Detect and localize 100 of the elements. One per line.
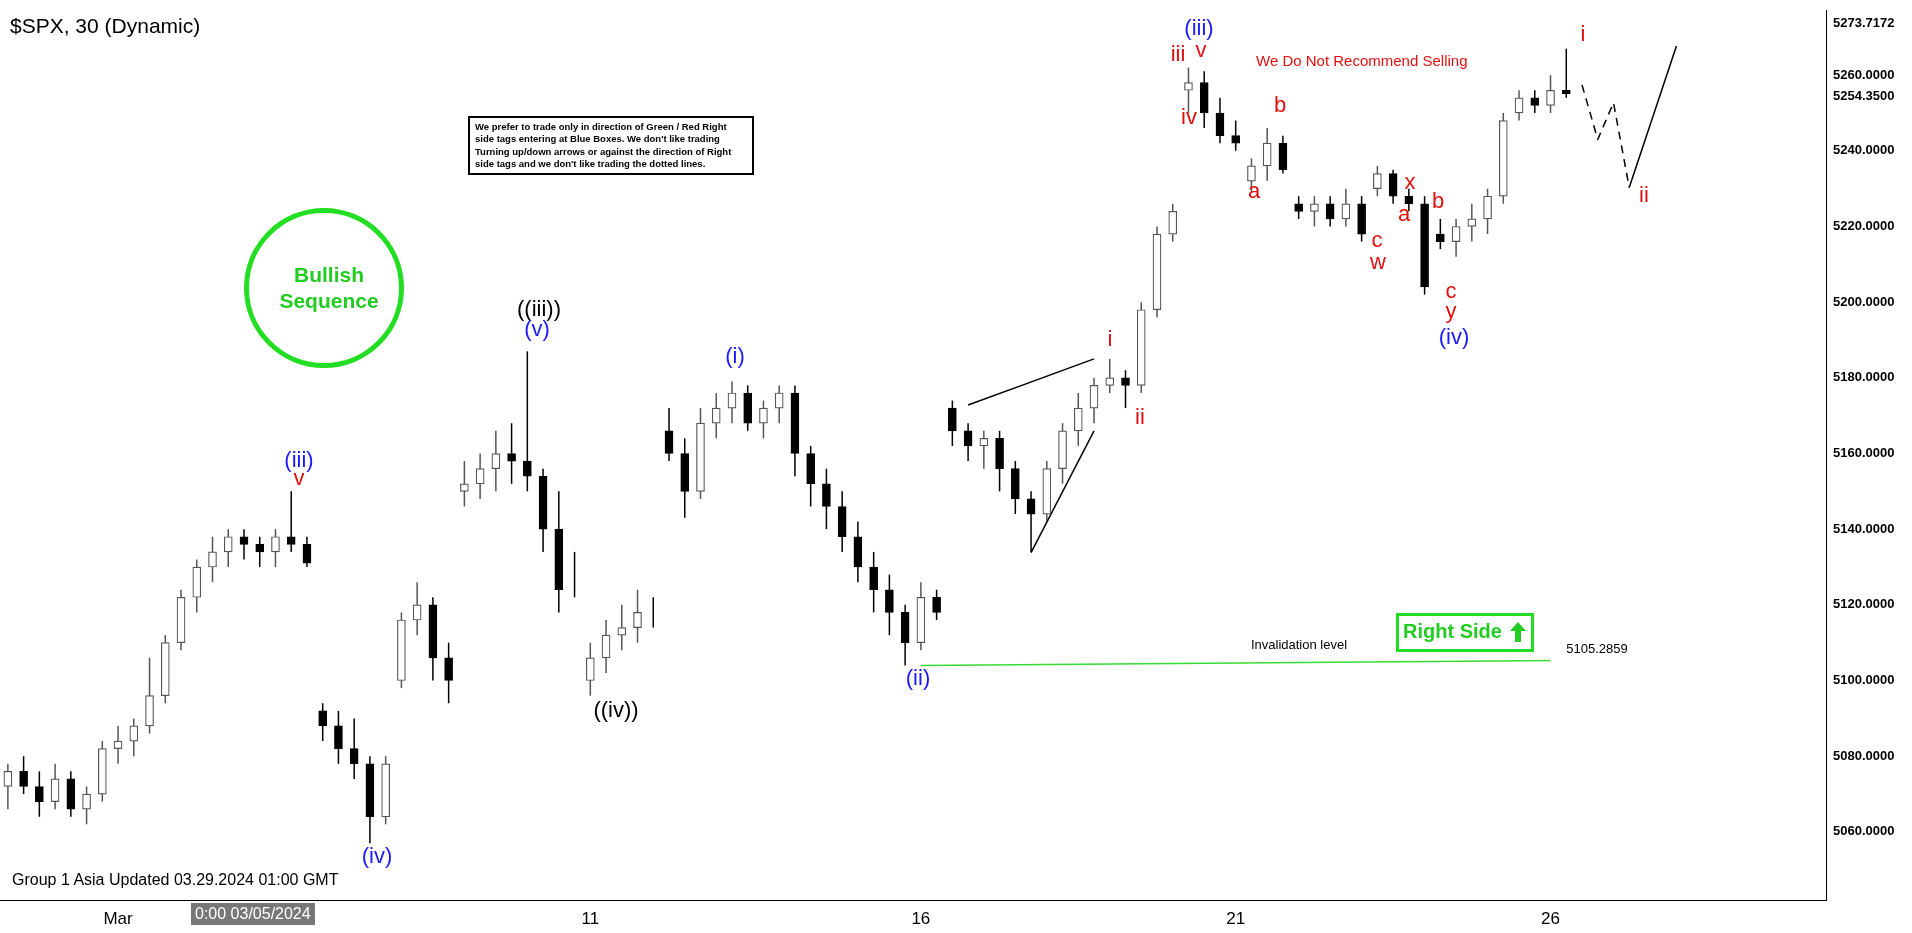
candlestick — [932, 588, 941, 621]
candlestick — [302, 536, 312, 568]
annotation: iv — [1181, 104, 1197, 130]
annotation: (iii) — [284, 447, 314, 473]
x-tick-label: 21 — [1226, 908, 1246, 928]
candlestick — [1215, 97, 1225, 144]
candlestick — [1089, 377, 1099, 424]
candlestick — [1436, 218, 1445, 250]
candlestick — [82, 785, 91, 826]
candlestick — [727, 380, 737, 424]
candlestick — [1451, 218, 1461, 258]
annotation: Group 1 Asia Updated 03.29.2024 01:00 GMT — [12, 871, 339, 889]
y-tick-label: 5260.0000 — [1833, 66, 1895, 82]
candlestick — [523, 350, 532, 493]
candlestick — [822, 467, 831, 530]
annotation: a — [1247, 178, 1261, 204]
annotation: b — [1431, 188, 1445, 214]
candlestick — [444, 641, 453, 704]
candlestick — [19, 755, 28, 795]
annotation: (ii) — [905, 665, 931, 691]
y-tick-label: 5060.0000 — [1833, 823, 1895, 839]
y-tick-label: 5100.0000 — [1833, 672, 1895, 688]
candlestick — [1388, 168, 1398, 205]
candlestick — [869, 551, 878, 614]
candlestick — [1310, 195, 1319, 228]
candlestick — [1483, 187, 1492, 235]
annotation: i — [1107, 326, 1113, 352]
x-tick-label: 26 — [1541, 908, 1560, 928]
candlestick — [412, 581, 422, 636]
annotation: i — [1580, 21, 1586, 47]
candlestick — [963, 422, 973, 462]
candlestick — [759, 399, 768, 440]
y-tick-label: 5120.0000 — [1833, 596, 1895, 612]
candlestick — [1325, 195, 1335, 228]
candlestick — [979, 430, 989, 470]
candlestick — [1073, 392, 1083, 447]
candlestick — [3, 763, 13, 810]
annotation: ii — [1639, 182, 1649, 208]
candlestick — [460, 460, 469, 508]
candlestick — [1530, 89, 1540, 114]
candlestick — [1467, 203, 1477, 243]
annotation: We Do Not Recommend Selling — [1256, 52, 1468, 69]
candlestick — [664, 407, 674, 462]
candlestick — [1121, 369, 1130, 409]
candlestick — [491, 430, 501, 493]
candlestick — [208, 536, 217, 583]
annotation: Bullish Sequence — [278, 262, 380, 315]
candlestick — [318, 702, 328, 742]
annotation: ((iv)) — [593, 697, 639, 723]
candlestick — [334, 710, 343, 765]
candlestick — [1561, 47, 1571, 99]
y-tick-label: 5200.0000 — [1833, 293, 1895, 309]
x-tick-label: 16 — [911, 908, 931, 928]
candlestick — [1373, 165, 1382, 197]
candlestick — [617, 604, 627, 652]
candlestick — [633, 588, 642, 644]
candlestick — [601, 619, 611, 674]
annotation: 5105.2859 — [1566, 640, 1628, 656]
annotation: x — [1404, 169, 1416, 195]
candlestick — [1341, 187, 1351, 228]
chart-title: $SPX, 30 (Dynamic) — [10, 14, 201, 38]
y-tick-label: 5140.0000 — [1833, 520, 1895, 536]
y-tick-label: 5160.0000 — [1833, 445, 1895, 461]
annotation: We prefer to trade only in direction of Green / Red Right side tags entering at Blue Boxes. We don't like trading Turning up/down arrows or against the direction of Right side tags and we don't like trading the dotted lines. — [468, 116, 754, 176]
y-tick-label: 5273.7172 — [1833, 14, 1895, 30]
annotation: Invalidation level — [1250, 636, 1348, 652]
candlestick — [948, 399, 957, 447]
candlestick — [585, 641, 595, 697]
annotation: (iv) — [1438, 324, 1470, 350]
candlestick — [1105, 358, 1115, 394]
candlestick — [1546, 74, 1555, 114]
candlestick — [129, 717, 139, 757]
y-tick-label: 5220.0000 — [1833, 218, 1895, 234]
candlestick — [1514, 89, 1524, 122]
annotation: (i) — [725, 343, 745, 369]
y-tick-label: 5254.3500 — [1833, 88, 1895, 104]
annotation: b — [1273, 92, 1287, 118]
candlestick — [774, 384, 784, 424]
candlestick — [35, 770, 44, 818]
candlestick — [507, 422, 516, 485]
candlestick — [349, 717, 359, 780]
candlestick — [255, 536, 265, 568]
candlestick — [475, 452, 485, 500]
annotation: ii — [1135, 404, 1145, 430]
candlestick — [1262, 127, 1272, 182]
annotation: Right Side — [1403, 620, 1502, 643]
candlestick — [271, 528, 280, 568]
y-tick-label: 5080.0000 — [1833, 747, 1895, 763]
candlestick — [885, 573, 894, 636]
y-tick-label: 5180.0000 — [1833, 369, 1895, 385]
candlestick — [113, 725, 123, 765]
candlestick — [1168, 203, 1178, 243]
annotation: (iv) — [361, 843, 393, 869]
x-tick-label: 11 — [581, 908, 600, 928]
candlestick — [711, 392, 721, 440]
text: 0:00 03/05/2024 — [191, 903, 315, 925]
x-tick-label: Mar — [103, 908, 134, 928]
candlestick — [223, 528, 233, 568]
annotation: iii — [1170, 41, 1186, 67]
y-tick-label: 5240.0000 — [1833, 142, 1895, 158]
